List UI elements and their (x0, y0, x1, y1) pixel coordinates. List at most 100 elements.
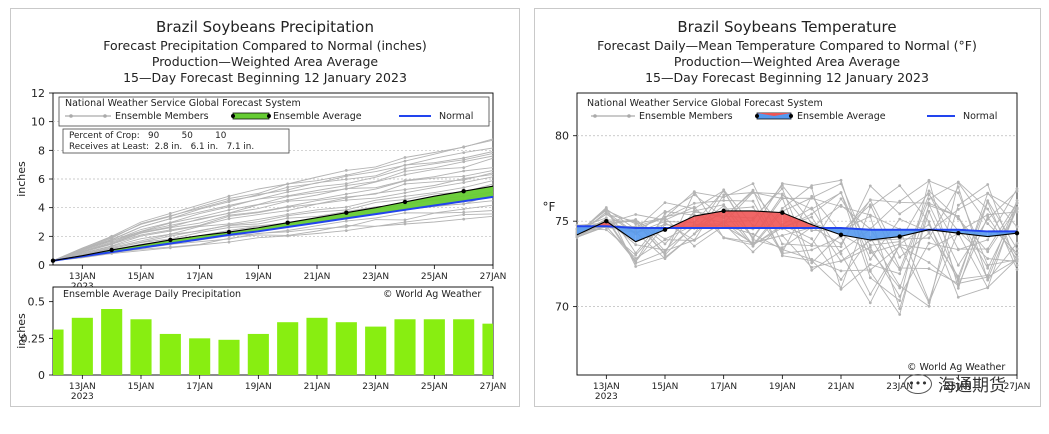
precip-bar (306, 317, 328, 375)
ensemble-member-point (634, 218, 638, 221)
ensemble-member-point (810, 237, 814, 241)
ensemble-member-point (663, 210, 667, 213)
ensemble-member-line (52, 169, 494, 262)
precip-bar (247, 333, 269, 375)
ensemble-member-point (1015, 225, 1019, 229)
ensemble-member-point (403, 220, 407, 224)
legend-normal-label: Normal (963, 111, 997, 122)
ensemble-member-point (780, 196, 784, 200)
ensemble-member-point (286, 188, 290, 192)
ensemble-member-point (810, 186, 814, 190)
percent-of-crop-row: Percent of Crop: 90 50 10 (69, 131, 227, 141)
legend-normal-label: Normal (439, 111, 473, 122)
ensemble-member-point (868, 203, 872, 207)
ensemble-member-point (168, 223, 172, 227)
ensemble-member-point (839, 191, 843, 194)
legend-avg-label: Ensemble Average (797, 111, 886, 122)
ensemble-member-point (722, 199, 726, 202)
ensemble-member-point (986, 217, 990, 221)
x-tick-label: 27JAN (480, 272, 507, 282)
below-normal-area (870, 229, 900, 240)
ensemble-member-point (403, 188, 407, 192)
x-tick-label: 15JAN (128, 272, 155, 282)
ensemble-member-point (956, 263, 960, 267)
x-tick-label: 21JAN (304, 272, 331, 282)
ensemble-member-point (956, 180, 960, 184)
ensemble-member-point (722, 193, 726, 197)
ensemble-member-point (168, 217, 172, 221)
x-tick-label: 25JAN (421, 382, 448, 392)
ensemble-member-point (810, 268, 814, 272)
ensemble-member-point (810, 244, 814, 248)
ensemble-member-point (810, 261, 814, 265)
precipitation-panel: Brazil Soybeans Precipitation Forecast P… (10, 8, 520, 407)
x-tick-label: 19JAN (245, 382, 272, 392)
ensemble-member-line (52, 151, 494, 262)
ensemble-member-point (868, 292, 872, 296)
ensemble-average-point (402, 199, 408, 205)
ensemble-member-point (898, 201, 902, 204)
precip-bar (71, 317, 93, 375)
ensemble-member-point (168, 221, 172, 225)
ensemble-average-point (226, 229, 232, 235)
ensemble-member-point (956, 191, 960, 195)
ensemble-member-line (52, 172, 494, 262)
y-axis-label: inches (15, 161, 28, 197)
ensemble-member-line (576, 215, 1018, 287)
ensemble-member-point (403, 191, 407, 195)
x-tick-label: 25JAN (945, 382, 972, 392)
ensemble-member-point (462, 156, 466, 160)
ensemble-member-point (898, 217, 902, 221)
ensemble-member-point (956, 286, 960, 290)
ensemble-member-point (839, 287, 843, 291)
ensemble-member-point (403, 182, 407, 186)
ensemble-member-point (810, 248, 814, 252)
ensemble-member-point (692, 244, 696, 248)
ensemble-member-point (868, 276, 872, 280)
temperature-panel: Brazil Soybeans Temperature Forecast Dai… (534, 8, 1041, 407)
ensemble-member-point (839, 242, 843, 246)
ensemble-member-line (576, 180, 1018, 266)
ensemble-member-point (810, 212, 814, 216)
x-tick-label: 13JAN (69, 382, 96, 392)
ensemble-member-point (462, 174, 466, 178)
ensemble-member-point (986, 250, 990, 254)
ensemble-member-point (634, 265, 638, 268)
watermark-text: 海通期货 (938, 376, 1006, 396)
ensemble-average-line (52, 185, 494, 262)
y-tick-label: 0 (38, 259, 45, 272)
ensemble-member-point (868, 198, 872, 202)
ensemble-member-point (634, 257, 638, 260)
y-tick-label: 80 (555, 130, 569, 143)
ensemble-member-point (344, 173, 348, 177)
ensemble-average-point (604, 218, 609, 224)
y-axis-label: °F (543, 200, 556, 214)
x-tick-label: 19JAN (769, 382, 796, 392)
ensemble-member-point (898, 212, 902, 216)
ensemble-member-point (227, 222, 231, 226)
ensemble-member-point (898, 244, 902, 248)
ensemble-member-point (751, 182, 755, 186)
ensemble-member-point (403, 218, 407, 222)
ensemble-member-point (1015, 241, 1019, 245)
ensemble-average-point (956, 230, 961, 236)
above-normal-area (782, 212, 812, 229)
ensemble-member-point (403, 179, 407, 182)
ensemble-member-point (168, 212, 172, 215)
ensemble-member-point (344, 169, 348, 172)
ensemble-member-point (663, 257, 667, 260)
ensemble-member-point (810, 184, 814, 188)
ensemble-member-point (839, 205, 843, 208)
chart-subtitle: 15—Day Forecast Beginning 12 January 202… (645, 70, 929, 85)
ensemble-member-point (1015, 263, 1019, 267)
precip-bar (482, 323, 493, 375)
watermark: ••• 海通期货 (904, 371, 1006, 396)
ensemble-member-point (751, 190, 755, 193)
ensemble-member-point (986, 199, 990, 203)
ensemble-member-point (227, 194, 231, 198)
ensemble-member-point (780, 254, 784, 258)
ensemble-member-point (751, 241, 755, 244)
ensemble-member-point (604, 212, 608, 216)
legend-members-label: Ensemble Members (115, 111, 209, 122)
ensemble-member-point (604, 216, 608, 220)
